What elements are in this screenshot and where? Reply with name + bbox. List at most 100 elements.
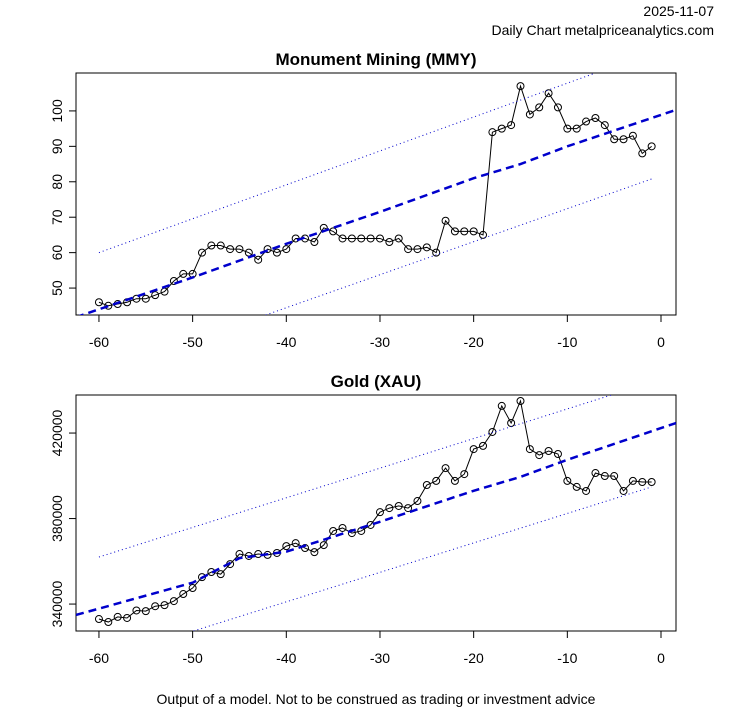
data-point bbox=[432, 248, 441, 257]
data-point bbox=[254, 255, 263, 264]
chart-title: Monument Mining (MMY) bbox=[275, 50, 476, 69]
data-point bbox=[404, 245, 413, 254]
data-point bbox=[179, 269, 188, 278]
data-point bbox=[151, 602, 160, 611]
data-point bbox=[216, 570, 225, 579]
y-tick-label: 70 bbox=[49, 209, 65, 225]
data-point bbox=[591, 113, 600, 122]
data-point bbox=[591, 469, 600, 478]
series-line bbox=[193, 486, 652, 631]
footer: Output of a model. Not to be construed a… bbox=[157, 691, 596, 707]
data-point bbox=[479, 441, 488, 450]
data-point bbox=[563, 476, 572, 485]
data-point bbox=[394, 234, 403, 243]
date: 2025-11-07 bbox=[643, 3, 714, 19]
data-point bbox=[563, 124, 572, 133]
x-tick-label: -60 bbox=[89, 650, 109, 666]
data-point bbox=[226, 245, 235, 254]
data-point bbox=[582, 486, 591, 495]
x-tick-label: -10 bbox=[557, 334, 577, 350]
data-point bbox=[525, 110, 534, 119]
data-point bbox=[507, 121, 516, 130]
data-point bbox=[375, 234, 384, 243]
data-point bbox=[432, 476, 441, 485]
data-point bbox=[460, 470, 469, 479]
source: Daily Chart metalpriceanalytics.com bbox=[491, 22, 714, 38]
data-point bbox=[600, 121, 609, 130]
data-point bbox=[141, 607, 150, 616]
data-point bbox=[104, 301, 113, 310]
data-point bbox=[497, 401, 506, 410]
x-tick-label: -50 bbox=[183, 650, 203, 666]
data-point bbox=[619, 135, 628, 144]
series-line bbox=[98, 84, 652, 307]
data-point bbox=[169, 597, 178, 606]
x-tick-label: -30 bbox=[370, 334, 390, 350]
data-point bbox=[600, 472, 609, 481]
data-point bbox=[329, 526, 338, 535]
data-point bbox=[94, 298, 103, 307]
data-point bbox=[338, 523, 347, 532]
data-point bbox=[104, 618, 113, 627]
data-point bbox=[263, 245, 272, 254]
data-point bbox=[207, 241, 216, 250]
y-tick-label: 100 bbox=[49, 99, 65, 123]
data-point bbox=[610, 135, 619, 144]
data-point bbox=[647, 142, 656, 151]
data-point bbox=[329, 227, 338, 236]
series-line bbox=[78, 108, 676, 315]
data-point bbox=[441, 216, 450, 225]
y-tick-label: 380000 bbox=[49, 495, 65, 542]
data-point bbox=[123, 613, 132, 622]
data-point bbox=[516, 396, 525, 405]
x-tick-label: -40 bbox=[276, 334, 296, 350]
x-tick-label: -40 bbox=[276, 650, 296, 666]
y-tick-label: 90 bbox=[49, 138, 65, 154]
data-point bbox=[628, 131, 637, 140]
data-point bbox=[282, 542, 291, 551]
data-point bbox=[338, 234, 347, 243]
plot-area bbox=[76, 395, 676, 631]
data-point bbox=[553, 103, 562, 112]
chart-title: Gold (XAU) bbox=[331, 372, 422, 391]
data-point bbox=[188, 584, 197, 593]
x-tick-label: 0 bbox=[657, 650, 665, 666]
data-point bbox=[132, 606, 141, 615]
data-point bbox=[516, 82, 525, 91]
plot-frame bbox=[75, 394, 677, 632]
data-point bbox=[272, 248, 281, 257]
y-tick-label: 80 bbox=[49, 174, 65, 190]
x-tick-label: -20 bbox=[464, 334, 484, 350]
data-point bbox=[488, 128, 497, 137]
x-tick-label: -50 bbox=[183, 334, 203, 350]
data-point bbox=[647, 478, 656, 487]
y-tick-label: 340000 bbox=[49, 580, 65, 627]
data-point bbox=[638, 149, 647, 158]
x-tick-label: -10 bbox=[557, 650, 577, 666]
data-point bbox=[385, 504, 394, 513]
data-point bbox=[610, 472, 619, 481]
data-point bbox=[394, 501, 403, 510]
data-point bbox=[422, 243, 431, 252]
data-point bbox=[422, 480, 431, 489]
data-point bbox=[151, 291, 160, 300]
data-point bbox=[479, 230, 488, 239]
series-line bbox=[98, 395, 612, 558]
data-point bbox=[572, 124, 581, 133]
data-point bbox=[347, 234, 356, 243]
data-point bbox=[553, 450, 562, 458]
x-tick-label: -60 bbox=[89, 334, 109, 350]
data-point bbox=[450, 476, 459, 485]
data-point bbox=[413, 497, 422, 506]
data-point bbox=[413, 245, 422, 254]
data-point bbox=[141, 294, 150, 303]
data-point bbox=[319, 541, 328, 550]
series-line bbox=[265, 178, 652, 315]
data-point bbox=[535, 103, 544, 112]
data-point bbox=[628, 476, 637, 485]
data-point bbox=[375, 508, 384, 517]
x-tick-label: 0 bbox=[657, 334, 665, 350]
data-point bbox=[619, 486, 628, 495]
